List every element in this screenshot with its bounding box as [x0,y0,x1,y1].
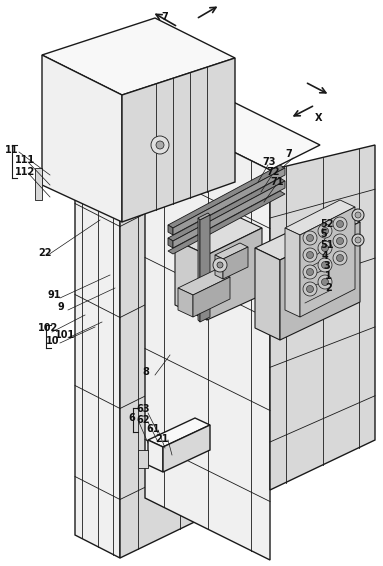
Text: 11: 11 [5,145,18,155]
Text: 72: 72 [266,167,280,177]
Polygon shape [223,247,248,279]
Text: 5: 5 [320,229,327,239]
Circle shape [333,234,347,248]
Text: 112: 112 [15,167,35,177]
Circle shape [303,248,317,262]
Text: 52: 52 [320,219,334,229]
Polygon shape [178,288,193,317]
Polygon shape [178,270,230,295]
Circle shape [151,136,169,154]
Circle shape [213,258,227,272]
Text: 4: 4 [322,251,329,261]
Polygon shape [198,218,200,322]
Text: 9: 9 [58,302,65,312]
Circle shape [333,251,347,265]
Circle shape [333,217,347,231]
Polygon shape [173,168,285,235]
Circle shape [306,234,314,242]
Polygon shape [285,200,355,235]
Circle shape [306,251,314,259]
Polygon shape [138,450,148,468]
Polygon shape [168,238,173,248]
Circle shape [337,238,344,245]
Text: 3: 3 [323,261,330,271]
Text: 62: 62 [136,415,149,425]
Text: 101: 101 [55,330,75,340]
Polygon shape [120,106,240,558]
Polygon shape [145,83,320,170]
Circle shape [306,285,314,293]
Circle shape [337,255,344,261]
Circle shape [321,261,329,268]
Polygon shape [285,228,300,317]
Text: 21: 21 [155,434,169,444]
Circle shape [318,275,332,289]
Circle shape [318,224,332,238]
Circle shape [321,228,329,234]
Text: 111: 111 [15,155,35,165]
Text: 7: 7 [162,12,169,22]
Polygon shape [42,55,122,222]
Circle shape [318,258,332,272]
Circle shape [337,221,344,228]
Polygon shape [175,240,207,320]
Text: 2: 2 [325,283,332,293]
Polygon shape [270,145,375,490]
Polygon shape [255,248,280,340]
Circle shape [306,268,314,276]
Text: 61: 61 [146,424,159,434]
Text: 71: 71 [270,177,283,187]
Circle shape [303,265,317,279]
Polygon shape [35,168,42,200]
Polygon shape [255,210,360,260]
Text: 6: 6 [128,413,135,423]
Circle shape [352,209,364,221]
Polygon shape [198,213,210,220]
Polygon shape [168,191,285,254]
Polygon shape [173,181,285,248]
Circle shape [355,237,361,243]
Polygon shape [148,440,163,472]
Polygon shape [300,207,355,317]
Polygon shape [215,243,248,259]
Polygon shape [75,83,240,168]
Circle shape [321,245,329,251]
Text: 7: 7 [285,149,292,159]
Polygon shape [175,213,262,255]
Text: 102: 102 [38,323,58,333]
Text: 91: 91 [48,290,62,300]
Circle shape [318,241,332,255]
Polygon shape [145,108,270,560]
Text: 51: 51 [320,240,334,250]
Text: 22: 22 [38,248,51,258]
Polygon shape [280,222,360,340]
Polygon shape [148,418,210,447]
Circle shape [355,212,361,218]
Circle shape [217,262,223,268]
Text: 63: 63 [136,404,149,414]
Circle shape [321,278,329,285]
Polygon shape [75,145,120,558]
Text: 1: 1 [325,271,332,281]
Polygon shape [200,215,210,322]
Polygon shape [163,425,210,472]
Polygon shape [122,58,235,222]
Polygon shape [168,165,285,228]
Circle shape [303,231,317,245]
Text: 10: 10 [46,336,59,346]
Polygon shape [207,228,262,320]
Circle shape [303,282,317,296]
Circle shape [352,234,364,246]
Polygon shape [168,178,285,241]
Polygon shape [215,255,223,279]
Circle shape [156,141,164,149]
Text: X: X [315,113,322,123]
Polygon shape [42,18,235,95]
Polygon shape [168,225,173,235]
Text: 8: 8 [142,367,149,377]
Polygon shape [193,277,230,317]
Text: 73: 73 [262,157,275,167]
